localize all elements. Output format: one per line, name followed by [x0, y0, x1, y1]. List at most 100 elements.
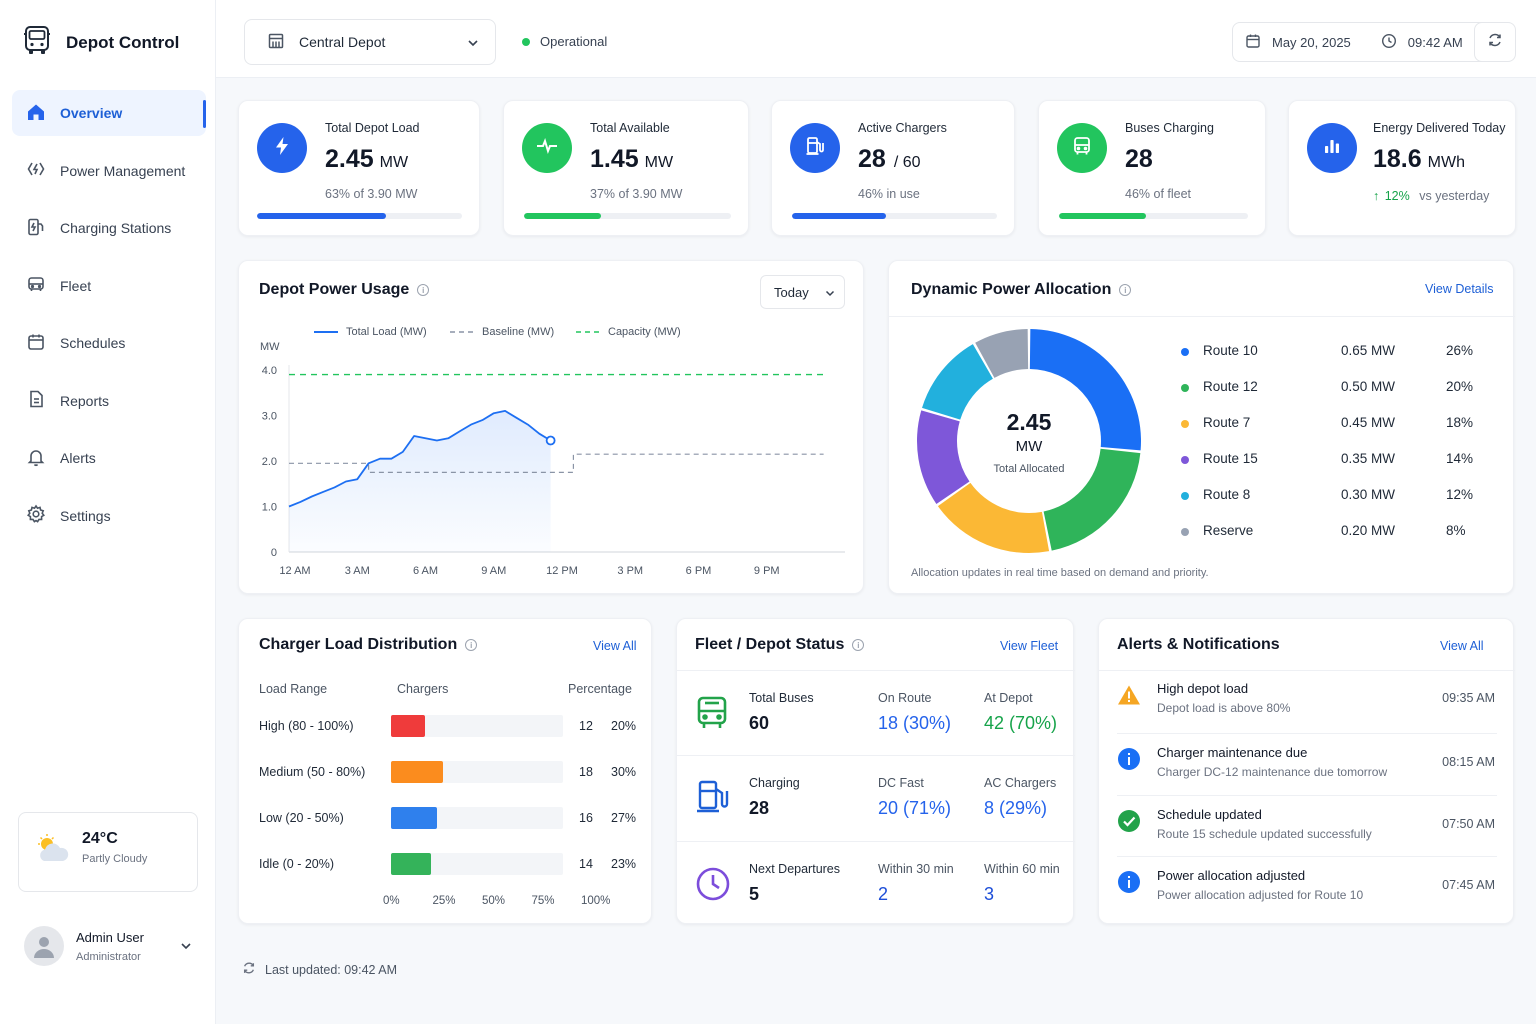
charger-load-row: Low (20 - 50%) 16 27% [259, 807, 639, 831]
avatar [24, 926, 64, 966]
kpi-card-total-available[interactable]: Total Available 1.45 MW 37% of 3.90 MW [503, 100, 749, 236]
alert-item[interactable]: High depot load Depot load is above 80% … [1117, 681, 1497, 733]
depot-name: Central Depot [299, 34, 386, 50]
donut-slice [922, 344, 993, 420]
pulse-icon [535, 135, 559, 162]
sidebar-item-schedules[interactable]: Schedules [12, 320, 206, 366]
charger-count: 12 [579, 719, 593, 733]
refresh-icon [242, 961, 256, 978]
kpi-value: 18.6 MWh [1373, 145, 1465, 174]
total-load-line [288, 410, 552, 508]
view-fleet-link[interactable]: View Fleet [1000, 639, 1059, 653]
kpi-progress-track [257, 213, 462, 219]
sidebar-item-alerts[interactable]: Alerts [12, 435, 206, 481]
info-icon [1117, 747, 1141, 776]
power-icon [26, 159, 46, 182]
kpi-card-energy-delivered[interactable]: Energy Delivered Today 18.6 MWh ↑ 12% vs … [1288, 100, 1516, 236]
allocation-donut-chart [917, 329, 1141, 553]
kpi-number: 1.45 [590, 145, 639, 173]
view-all-alerts-link[interactable]: View All [1440, 639, 1484, 653]
alert-sub: Depot load is above 80% [1157, 701, 1291, 715]
load-bar-track [391, 853, 563, 875]
info-icon[interactable]: i [1119, 284, 1132, 296]
allocation-row: Route 15 0.35 MW 14% [1181, 451, 1473, 471]
weather-temp: 24°C [82, 830, 118, 847]
donut-slice [937, 482, 1050, 553]
kpi-number: 18.6 [1373, 145, 1422, 173]
fleet-row-departures[interactable]: Next Departures 5 Within 30 min 2 Within… [677, 842, 1075, 928]
x-tick-label: 12 AM [279, 565, 310, 577]
refresh-button[interactable] [1474, 22, 1516, 62]
fleet-col2-value: 8 (29%) [984, 798, 1048, 818]
kpi-card-total-load[interactable]: Total Depot Load 2.45 MW 63% of 3.90 MW [238, 100, 480, 236]
legend-total-load: Total Load (MW) [314, 326, 427, 338]
fleet-col2-label: AC Chargers [984, 776, 1057, 790]
view-details-link[interactable]: View Details [1425, 282, 1494, 296]
divider [889, 316, 1515, 317]
chevron-down-icon[interactable] [180, 937, 192, 955]
chevron-down-icon [467, 34, 479, 50]
info-icon[interactable]: i [417, 284, 430, 296]
bus-logo-icon [22, 24, 52, 61]
last-updated: Last updated: 09:42 AM [242, 961, 397, 978]
fleet-row-charging[interactable]: Charging 28 DC Fast 20 (71%) AC Chargers… [677, 756, 1075, 842]
power-usage-chart: MW 0 1.0 2.0 3.0 4.0 12 AM 3 AM 6 AM 9 AM 12 PM 3 P… [260, 341, 845, 577]
alert-item[interactable]: Power allocation adjusted Power allocati… [1117, 868, 1497, 920]
fleet-value: 5 [749, 884, 760, 904]
allocation-row: Route 12 0.50 MW 20% [1181, 379, 1473, 399]
kpi-card-active-chargers[interactable]: Active Chargers 28 / 60 46% in use [771, 100, 1015, 236]
legend-baseline: Baseline (MW) [450, 326, 554, 338]
sidebar-item-charging-stations[interactable]: Charging Stations [12, 205, 206, 251]
x-tick-label: 3 PM [617, 565, 643, 577]
fleet-col1-value: 20 (71%) [878, 798, 952, 818]
info-icon[interactable]: i [465, 639, 478, 651]
brand[interactable]: Depot Control [22, 24, 179, 61]
sidebar: Depot Control Overview Power Management … [0, 0, 216, 1024]
donut-center: 2.45 MW Total Allocated [969, 409, 1089, 475]
fleet-col2-value: 3 [984, 884, 995, 904]
current-load-point [545, 435, 556, 446]
range-dropdown[interactable]: Today [760, 275, 845, 309]
sidebar-item-power-management[interactable]: Power Management [12, 148, 206, 194]
user-role: Administrator [76, 950, 141, 963]
divider [677, 841, 1075, 842]
fleet-row-total-buses[interactable]: Total Buses 60 On Route 18 (30%) At Depo… [677, 671, 1075, 757]
load-range-label: High (80 - 100%) [259, 719, 354, 733]
charger-load-row: Medium (50 - 80%) 18 30% [259, 761, 639, 785]
view-all-link[interactable]: View All [593, 639, 637, 653]
y-tick-label: 2.0 [262, 456, 277, 468]
sidebar-item-fleet[interactable]: Fleet [12, 263, 206, 309]
charger-load-row: Idle (0 - 20%) 14 23% [259, 853, 639, 877]
kpi-card-buses-charging[interactable]: Buses Charging 28 46% of fleet [1038, 100, 1266, 236]
kpi-label: Active Chargers [858, 121, 947, 135]
charger-load-row: High (80 - 100%) 12 20% [259, 715, 639, 739]
depot-selector[interactable]: Central Depot [244, 19, 496, 65]
info-icon[interactable]: i [852, 639, 865, 651]
sidebar-item-overview[interactable]: Overview [12, 90, 206, 136]
charger-pct: 20% [611, 719, 637, 733]
sidebar-item-settings[interactable]: Settings [12, 493, 206, 539]
current-time: 09:42 AM [1407, 34, 1463, 50]
fleet-col1-value: 18 (30%) [878, 713, 952, 733]
allocation-row: Route 7 0.45 MW 18% [1181, 415, 1473, 435]
user-menu[interactable]: Admin User Administrator [18, 915, 198, 977]
current-date: May 20, 2025 [1272, 34, 1351, 50]
allocation-value: 0.45 MW [1341, 415, 1396, 430]
allocation-value: 0.65 MW [1341, 343, 1396, 358]
kpi-number: 28 [858, 145, 886, 173]
alert-item[interactable]: Charger maintenance due Charger DC-12 ma… [1117, 745, 1497, 797]
kpi-progress-fill [524, 213, 601, 219]
kpi-value: 2.45 MW [325, 145, 408, 174]
allocation-label: Reserve [1203, 523, 1254, 538]
bus-icon [26, 274, 46, 297]
kpi-progress-track [524, 213, 731, 219]
donut-slice [917, 410, 970, 504]
bus-icon [1071, 135, 1093, 162]
allocation-pct: 8% [1446, 523, 1466, 538]
alert-item[interactable]: Schedule updated Route 15 schedule updat… [1117, 807, 1497, 859]
fleet-col1-label: DC Fast [878, 776, 924, 790]
sidebar-item-reports[interactable]: Reports [12, 378, 206, 424]
card-title: Dynamic Power Allocation i [911, 281, 1132, 299]
fleet-label: Charging [749, 776, 800, 790]
charger-count: 16 [579, 811, 593, 825]
